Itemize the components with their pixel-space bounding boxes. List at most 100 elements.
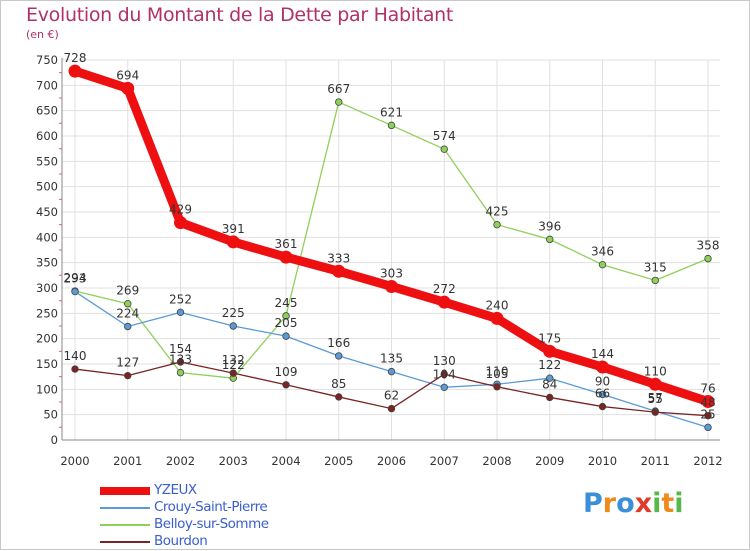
data-label: 130 — [433, 354, 456, 368]
data-point — [176, 368, 185, 377]
data-point — [704, 423, 712, 432]
legend-swatch — [100, 541, 150, 543]
data-label: 621 — [380, 105, 403, 119]
y-tick-label: 750 — [36, 53, 58, 67]
data-point — [701, 394, 715, 408]
data-point — [121, 81, 135, 95]
data-point — [546, 393, 554, 402]
data-label: 84 — [542, 377, 557, 391]
data-label: 90 — [595, 374, 610, 388]
chart-title: Evolution du Montant de la Dette par Hab… — [26, 4, 454, 26]
data-label: 425 — [486, 205, 509, 219]
data-label: 133 — [169, 353, 192, 367]
data-label: 358 — [697, 239, 720, 253]
data-label: 694 — [116, 68, 139, 82]
x-tick-label: 2000 — [60, 454, 89, 468]
data-label: 122 — [538, 358, 561, 372]
y-unit-label: (en €) — [26, 28, 59, 41]
axes: 0 50 100 150 200 250 300 350 400 450 500 550 600 650 7… — [36, 53, 723, 468]
data-label: 205 — [275, 316, 298, 330]
data-point — [440, 383, 448, 392]
x-tick-label: 2012 — [693, 454, 722, 468]
data-point — [546, 374, 554, 382]
data-point — [437, 295, 451, 309]
data-point — [68, 64, 82, 78]
data-point — [490, 311, 504, 325]
series-group — [68, 64, 715, 432]
data-point — [651, 276, 659, 285]
data-label: 361 — [275, 237, 298, 251]
legend-swatch — [100, 507, 150, 509]
data-point — [226, 235, 240, 249]
data-point — [598, 260, 607, 269]
data-point — [176, 358, 185, 366]
data-label: 122 — [222, 358, 245, 372]
data-point — [229, 322, 237, 330]
data-label: 135 — [380, 352, 403, 366]
x-tick-label: 2002 — [166, 454, 195, 468]
data-point — [493, 383, 501, 391]
data-label: 224 — [116, 307, 139, 321]
legend-label: Belloy-sur-Somme — [154, 516, 269, 532]
logo-letter: i — [652, 488, 662, 519]
logo-letter: o — [616, 488, 635, 519]
x-tick-label: 2007 — [430, 454, 459, 468]
data-label: 62 — [384, 389, 399, 403]
data-point — [651, 408, 659, 416]
data-point — [335, 98, 343, 106]
data-label: 391 — [222, 222, 245, 236]
y-tick-label: 0 — [51, 433, 58, 447]
logo-letter: t — [661, 488, 675, 519]
data-point — [124, 371, 132, 380]
x-tick-label: 2008 — [482, 454, 511, 468]
x-tick-label: 2009 — [535, 454, 564, 468]
data-point — [440, 370, 448, 378]
data-label: 315 — [644, 260, 667, 274]
data-point — [596, 360, 609, 374]
y-tick-label: 200 — [36, 332, 58, 346]
proxiti-logo: Proxiti — [583, 488, 684, 519]
y-tick-label: 500 — [36, 180, 58, 194]
x-tick-label: 2005 — [324, 454, 353, 468]
data-label: 109 — [275, 365, 298, 379]
y-tick-label: 100 — [36, 382, 58, 396]
legend-swatch — [100, 524, 150, 526]
data-point — [387, 367, 396, 376]
data-label: 333 — [327, 251, 350, 265]
data-point — [335, 352, 343, 360]
y-tick-label: 600 — [36, 129, 58, 143]
data-label: 25 — [700, 407, 715, 421]
data-label: 127 — [116, 356, 139, 370]
data-label: 132 — [222, 353, 245, 367]
data-label: 396 — [538, 219, 561, 233]
data-point — [598, 390, 607, 399]
data-point — [387, 404, 396, 413]
data-label: 166 — [327, 336, 350, 350]
data-label: 303 — [380, 266, 403, 280]
x-tick-label: 2004 — [271, 454, 300, 468]
data-point — [335, 393, 343, 401]
legend-label: Bourdon — [154, 533, 208, 549]
data-point — [493, 220, 501, 229]
data-label: 154 — [169, 342, 192, 356]
y-tick-label: 550 — [36, 154, 58, 168]
legend-label: Crouy-Saint-Pierre — [154, 499, 268, 515]
data-point — [440, 145, 448, 153]
data-label: 140 — [64, 349, 87, 363]
data-label: 66 — [595, 387, 610, 401]
data-label: 55 — [648, 392, 663, 406]
data-label: 175 — [538, 331, 561, 345]
y-tick-label: 300 — [36, 281, 58, 295]
legend-swatch — [100, 487, 150, 495]
data-point — [282, 332, 290, 340]
data-label: 144 — [591, 347, 614, 361]
y-tick-label: 400 — [36, 230, 58, 244]
logo-letter: r — [602, 488, 617, 519]
x-tick-label: 2011 — [641, 454, 670, 468]
data-label: 294 — [64, 271, 87, 285]
x-tick-label: 2001 — [113, 454, 142, 468]
data-point — [543, 344, 557, 358]
y-tick-label: 350 — [36, 256, 58, 270]
logo-letter: x — [634, 488, 653, 519]
